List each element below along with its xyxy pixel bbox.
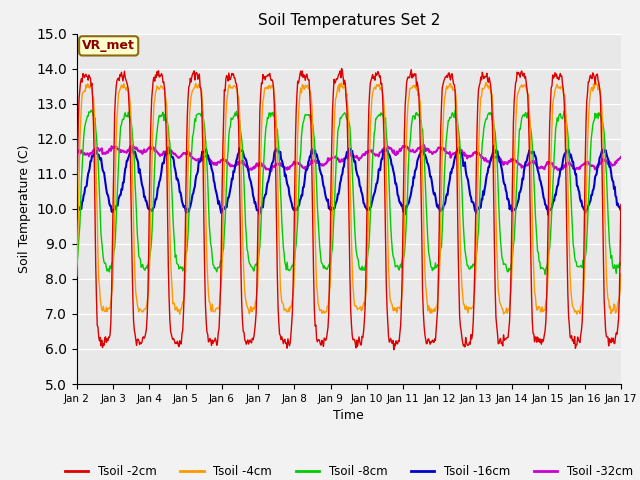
Text: VR_met: VR_met — [82, 39, 135, 52]
Title: Soil Temperatures Set 2: Soil Temperatures Set 2 — [258, 13, 440, 28]
Y-axis label: Soil Temperature (C): Soil Temperature (C) — [18, 144, 31, 273]
Legend: Tsoil -2cm, Tsoil -4cm, Tsoil -8cm, Tsoil -16cm, Tsoil -32cm: Tsoil -2cm, Tsoil -4cm, Tsoil -8cm, Tsoi… — [60, 461, 637, 480]
X-axis label: Time: Time — [333, 409, 364, 422]
